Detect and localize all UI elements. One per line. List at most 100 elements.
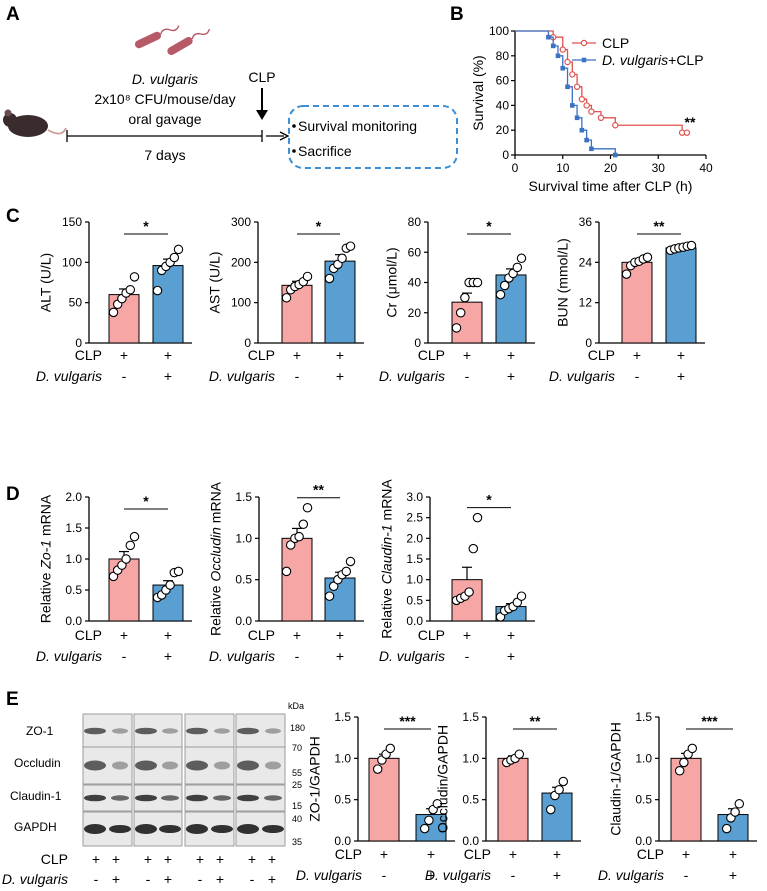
blot-band-dv (162, 761, 178, 770)
row-value: + (120, 627, 128, 643)
y-tick-label: 36 (579, 215, 593, 229)
y-tick-label: 0.0 (635, 834, 652, 848)
survival-point-dv (570, 103, 575, 108)
x-tick-label: 20 (604, 161, 618, 175)
row-value: - (635, 368, 640, 384)
survival-chart: 0 20 40 60 80 100 0 10 20 30 40 Survival time after… (470, 24, 713, 194)
blot-band-dv (161, 795, 179, 801)
lane-value: + (216, 871, 224, 887)
y-tick-label: 40 (496, 98, 510, 112)
blot-band-dv (112, 728, 128, 734)
chart-zo1-mrna: 0.0 0.5 1.0 1.5 2.0 Relative Zo-1 mRNA * CLP D. … (36, 490, 192, 664)
survival-point-clp (569, 71, 576, 78)
survival-point-dv (589, 146, 594, 152)
blot-band-dv (159, 824, 181, 834)
y-tick-label: 300 (231, 215, 251, 229)
data-point (169, 252, 180, 263)
strain-label: D. vulgaris (132, 71, 198, 87)
blot-band-clp (237, 727, 259, 735)
data-point (152, 285, 163, 296)
y-tick-label: 1.5 (462, 710, 479, 724)
schematic: D. vulgaris 2x10⁸ CFU/mouse/day oral gav… (3, 25, 458, 169)
data-point (108, 307, 119, 318)
blot-panel (133, 713, 183, 749)
lane-value: + (248, 851, 256, 867)
row-value: + (427, 867, 435, 883)
y-tick-label: 0.5 (406, 593, 423, 607)
row-label-dv: D. vulgaris (379, 648, 445, 664)
data-point (285, 540, 296, 550)
row-value: + (427, 846, 435, 862)
row-value: + (120, 347, 128, 363)
chart-bun: 0 12 24 36 BUN (mmol/L) ** CLP D. vulgaris + + - + (549, 215, 705, 384)
bar-dv (541, 792, 573, 842)
row-label-clp: CLP (464, 846, 491, 862)
data-point (419, 823, 430, 834)
chart-occludin-gapdh: 0.0 0.5 1.0 1.5 Occludin/GAPDH ** CLP D. vulgar… (425, 710, 581, 883)
y-tick-label: 1.0 (235, 531, 252, 545)
band-label-zo1: ZO-1 (26, 724, 54, 738)
y-axis-label: BUN (mmol/L) (554, 238, 570, 327)
data-point (129, 531, 140, 542)
lane-value: - (146, 871, 151, 887)
x-tick-label: 40 (699, 161, 713, 175)
data-point (516, 591, 527, 601)
significance-mark: * (316, 218, 322, 234)
lane-value: - (198, 871, 203, 887)
outcome-survival: Survival monitoring (298, 118, 417, 134)
y-tick-label: 20 (496, 123, 510, 137)
row-value: - (465, 648, 470, 664)
row-value: + (336, 368, 344, 384)
lane-value: + (112, 851, 120, 867)
marker-70: 70 (292, 743, 302, 753)
row-value: - (295, 648, 300, 664)
blot-band-dv (111, 795, 129, 801)
lane-value: + (216, 851, 224, 867)
row-label-clp: CLP (588, 347, 615, 363)
row-label-clp: CLP (75, 627, 102, 643)
row-label-clp: CLP (75, 347, 102, 363)
survival-point-clp (564, 58, 571, 66)
data-point (499, 280, 510, 291)
blot-band-dv (265, 728, 281, 734)
clp-label: CLP (248, 69, 275, 85)
outcome-arrowhead (279, 131, 290, 141)
row-label-dv: D. vulgaris (425, 867, 491, 883)
data-point (165, 580, 175, 590)
data-point (451, 323, 462, 333)
y-axis-label: Relative Occludin mRNA (208, 481, 224, 636)
data-point (424, 815, 434, 826)
chart-cr: 0 20 40 60 80 Cr (μmol/L) * CLP D. vulgaris + + - + (379, 215, 535, 384)
significance-mark: * (486, 218, 492, 234)
survival-point-clp (578, 95, 586, 103)
data-point (345, 556, 356, 567)
panel-letter-a: A (6, 4, 20, 25)
row-value: + (293, 347, 301, 363)
lane-value: + (92, 851, 100, 867)
lane-value: - (94, 871, 99, 887)
bar-clp (281, 537, 313, 622)
data-point (642, 252, 653, 263)
chart-claudin1-mrna: 0.0 0.5 1.0 1.5 2.0 2.5 3.0 Relative Claudin-1 … (379, 479, 535, 664)
y-axis-label: Claudin-1/GAPDH (608, 722, 624, 836)
y-tick-label: 150 (62, 215, 82, 229)
data-point (679, 757, 689, 768)
data-point (545, 804, 556, 815)
data-point (687, 743, 698, 754)
legend-label-clp: CLP (602, 35, 629, 51)
marker-15: 15 (292, 801, 302, 811)
bar-dv (152, 265, 184, 344)
survival-point-dv (584, 137, 589, 143)
blot-band-clp (84, 727, 106, 735)
chart-alt: 0 50 100 150 ALT (U/L) * CLP D. vulgaris + + - + (36, 215, 192, 384)
survival-point-clp (683, 129, 691, 136)
kda-label: kDa (288, 701, 304, 711)
data-point (372, 764, 383, 774)
row-value: + (507, 347, 515, 363)
legend-label-dv: D. vulgaris+CLP (602, 52, 704, 68)
survival-point-clp (612, 122, 619, 129)
marker-25: 25 (292, 780, 302, 790)
data-point (298, 519, 309, 530)
bar-clp (368, 757, 400, 842)
